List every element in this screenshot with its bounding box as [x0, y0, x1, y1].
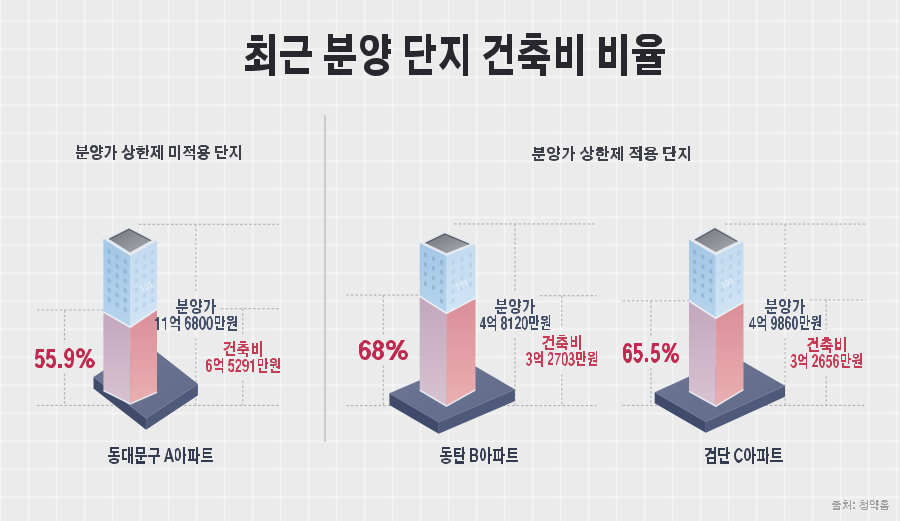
building-number-101 — [139, 281, 153, 293]
label-t2-cost-head — [542, 335, 581, 350]
cost-right-face — [446, 298, 476, 407]
price-left-face — [103, 238, 131, 328]
slab-right-side — [146, 383, 198, 430]
base-seam — [688, 388, 744, 408]
label-t2-price-val — [480, 315, 550, 331]
windows-right-face — [451, 252, 472, 304]
label-t3-pct — [623, 343, 679, 363]
dimension-annotations — [37, 223, 867, 407]
labels-layer — [35, 33, 889, 510]
slab-right-side — [438, 389, 515, 434]
label-t1-price-val — [155, 316, 237, 331]
roof — [689, 225, 744, 256]
cost-right-face — [130, 309, 157, 404]
slab-right-side — [705, 385, 785, 433]
roof-panel — [425, 233, 470, 254]
section-divider — [324, 115, 326, 442]
building-3 — [654, 225, 786, 433]
building-number-101 — [720, 277, 734, 289]
cost-section — [689, 300, 744, 407]
label-t1-cost-val — [206, 358, 280, 373]
roof-panel — [109, 229, 151, 253]
roof — [419, 231, 476, 256]
cost-left-face — [419, 296, 447, 407]
section-seam — [419, 295, 476, 315]
label-t3-price-head — [765, 299, 805, 314]
label-t1-cost-head — [223, 341, 262, 357]
windows-right-face — [720, 250, 741, 303]
label-t2-price-head — [495, 299, 535, 314]
label-t3-cost-head — [807, 337, 846, 353]
price-left-face — [419, 243, 447, 314]
label-t1-name — [108, 447, 213, 464]
building-2 — [389, 231, 516, 434]
label-t3-price-val — [749, 315, 821, 331]
section-seam — [688, 300, 744, 320]
base-seam — [103, 389, 158, 405]
cost-left-face — [103, 311, 131, 404]
slab-left-side — [389, 393, 439, 434]
windows-left-face — [693, 249, 713, 304]
building-number-101 — [455, 279, 469, 290]
price-section — [689, 239, 744, 319]
roof — [103, 226, 157, 256]
label-t3-cost-val — [790, 353, 862, 369]
label-title — [245, 33, 665, 76]
label-t1-price-head — [176, 299, 216, 314]
section-seam — [103, 308, 158, 329]
price-section — [419, 243, 476, 314]
windows-left-face — [424, 252, 443, 304]
cost-section — [103, 309, 157, 404]
slab-left-side — [654, 392, 706, 433]
label-section-2 — [532, 146, 690, 161]
label-t2-pct — [359, 340, 408, 360]
base-seam — [419, 389, 476, 407]
label-t3-name — [705, 447, 783, 464]
label-section-1 — [76, 145, 241, 160]
label-t2-name — [440, 447, 518, 464]
label-t2-cost-val — [526, 351, 597, 367]
price-section — [103, 238, 157, 328]
label-t1-pct — [35, 348, 95, 368]
cost-left-face — [689, 300, 716, 407]
cost-section — [419, 296, 476, 407]
price-left-face — [689, 239, 716, 319]
cost-right-face — [715, 302, 744, 407]
label-source — [832, 500, 889, 510]
building-1 — [93, 226, 199, 430]
